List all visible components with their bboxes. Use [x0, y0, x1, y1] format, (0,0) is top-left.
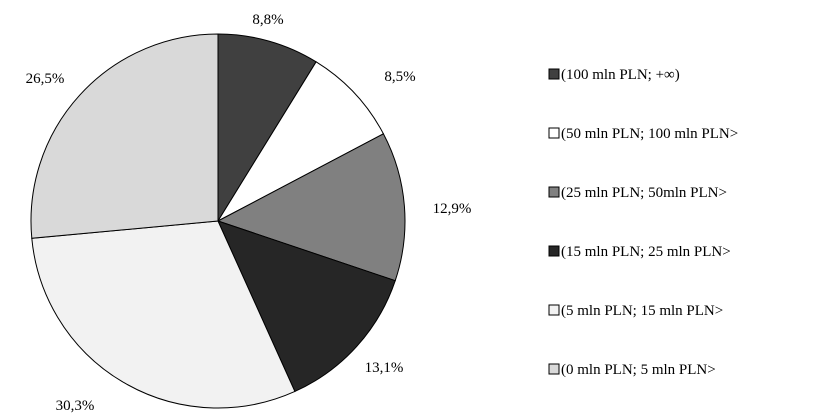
legend-item: (5 mln PLN; 15 mln PLN> — [548, 303, 723, 319]
slice-labels: 8,8% 8,5% 12,9% 13,1% 30,3% 26,5% — [26, 12, 472, 414]
legend-label: (100 mln PLN; +∞) — [561, 67, 680, 83]
legend-swatch — [548, 363, 560, 375]
legend-item: (0 mln PLN; 5 mln PLN> — [548, 362, 716, 378]
legend-label: (5 mln PLN; 15 mln PLN> — [561, 303, 723, 319]
pie-slice — [217, 220, 396, 393]
pie-slice — [30, 33, 219, 239]
legend-label: (0 mln PLN; 5 mln PLN> — [561, 362, 716, 378]
legend-label: (15 mln PLN; 25 mln PLN> — [561, 244, 731, 260]
pie-slice — [217, 33, 317, 223]
legend-label: (50 mln PLN; 100 mln PLN> — [561, 126, 738, 142]
legend-item: (50 mln PLN; 100 mln PLN> — [548, 126, 738, 142]
slice-percent-label: 13,1% — [365, 360, 404, 376]
legend-label: (25 mln PLN; 50mln PLN> — [561, 185, 727, 201]
slice-percent-label: 12,9% — [433, 201, 472, 217]
legend-item: (15 mln PLN; 25 mln PLN> — [548, 244, 731, 260]
legend: (100 mln PLN; +∞) (50 mln PLN; 100 mln PL… — [548, 67, 738, 378]
legend-swatch — [548, 68, 560, 80]
pie-slices — [30, 33, 406, 409]
legend-swatch — [548, 304, 560, 316]
legend-swatch — [548, 127, 560, 139]
legend-swatch — [548, 186, 560, 198]
slice-percent-label: 30,3% — [56, 398, 95, 414]
legend-item: (25 mln PLN; 50mln PLN> — [548, 185, 727, 201]
slice-percent-label: 8,5% — [384, 69, 415, 85]
pie-slice — [216, 133, 406, 282]
slice-percent-label: 8,8% — [252, 12, 283, 28]
pie-slice — [31, 220, 296, 409]
slice-percent-label: 26,5% — [26, 71, 65, 87]
pie-slice — [216, 61, 385, 223]
legend-swatch — [548, 245, 560, 257]
legend-item: (100 mln PLN; +∞) — [548, 67, 680, 83]
